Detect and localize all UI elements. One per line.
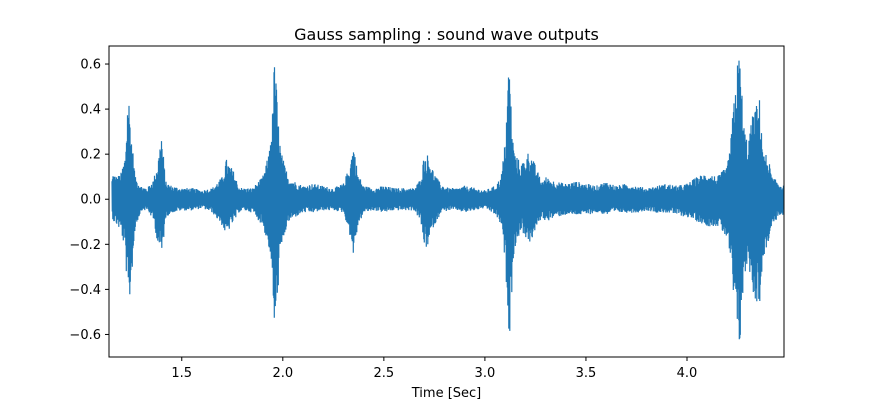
waveform-series (111, 60, 784, 340)
x-tick-label: 1.5 (171, 366, 192, 381)
y-tick-label: 0.2 (80, 148, 101, 163)
x-axis-label: Time [Sec] (411, 386, 482, 401)
y-tick-label: 0.4 (80, 103, 101, 118)
y-tick-label: 0.6 (80, 58, 101, 73)
x-axis: 1.5 2.0 2.5 3.0 3.5 4.0 (171, 357, 697, 381)
y-tick-label: −0.2 (69, 238, 101, 253)
x-tick-label: 3.0 (475, 366, 496, 381)
chart-title: Gauss sampling : sound wave outputs (294, 25, 599, 44)
waveform-line (111, 60, 784, 340)
y-tick-label: −0.6 (69, 328, 101, 343)
x-tick-label: 4.0 (677, 366, 698, 381)
x-tick-label: 3.5 (576, 366, 597, 381)
y-tick-label: −0.4 (69, 283, 101, 298)
x-tick-label: 2.5 (374, 366, 395, 381)
y-tick-label: 0.0 (80, 193, 101, 208)
y-axis: 0.6 0.4 0.2 0.0 −0.2 −0.4 −0.6 (69, 58, 109, 343)
x-tick-label: 2.0 (272, 366, 293, 381)
plot-frame (108, 45, 785, 358)
